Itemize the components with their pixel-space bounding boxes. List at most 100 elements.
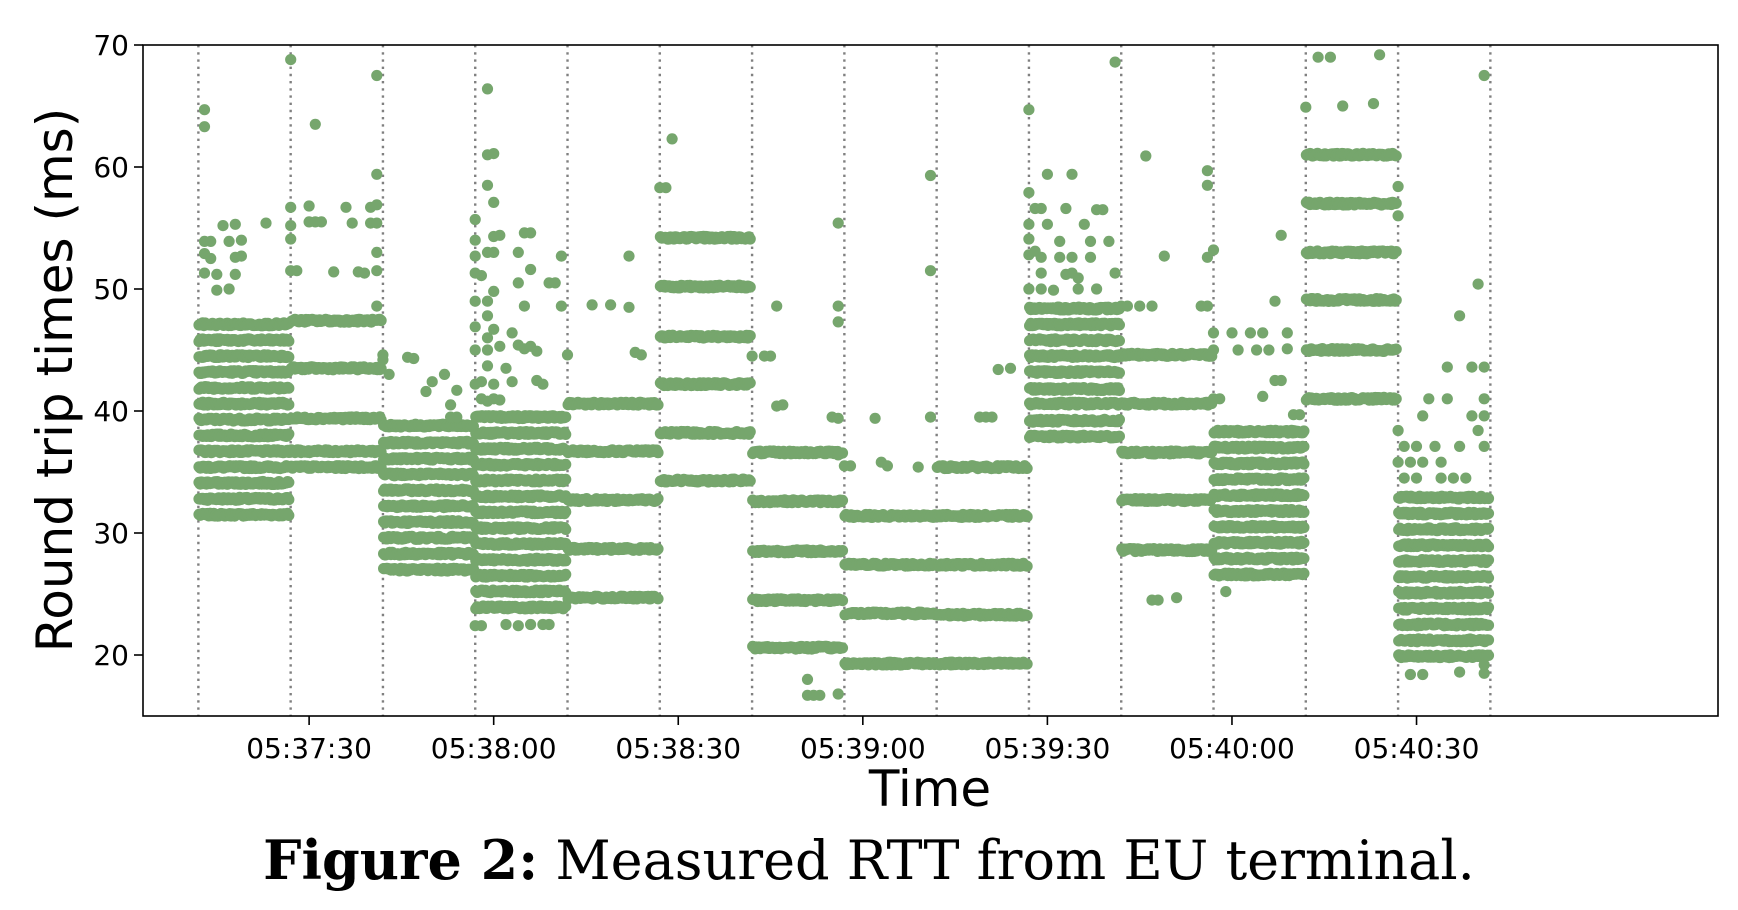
outlier-s3-20 [488, 285, 500, 297]
point-s4-l0 [652, 593, 664, 605]
outlier-s3-14 [488, 196, 500, 208]
outlier-s3-27 [500, 362, 512, 374]
outlier-s3-5 [469, 321, 481, 333]
outlier-s3-23 [481, 344, 494, 356]
point-s5-l2 [744, 377, 756, 389]
outlier-s3-57 [543, 618, 555, 631]
outlier-s3-24 [494, 340, 506, 352]
outlier-s3-36 [506, 327, 518, 339]
outlier-s3-53 [500, 618, 512, 631]
outlier-s0-6 [211, 268, 223, 280]
outlier-s1-13 [346, 217, 358, 229]
outlier-s3-29 [506, 376, 518, 388]
outlier-s3-10 [481, 83, 494, 95]
point-s3-l2 [560, 568, 572, 581]
outlier-s3-41 [518, 300, 531, 312]
outlier-s2-6 [426, 376, 438, 388]
outlier-s0-16 [235, 250, 247, 262]
outlier-s3-26 [475, 376, 487, 388]
outlier-s4-3 [623, 301, 635, 313]
outlier-s6-16 [832, 316, 844, 328]
outlier-s3-8 [475, 270, 487, 282]
outlier-s3-44 [531, 345, 543, 357]
point-s8-l0 [1021, 658, 1033, 670]
point-s6-l0 [836, 642, 849, 654]
outlier-s1-10 [309, 118, 321, 130]
outlier-s1-6 [303, 200, 315, 212]
outlier-s3-1 [469, 234, 481, 246]
outlier-s3-19 [481, 310, 494, 322]
outlier-s0-0 [198, 104, 211, 116]
outlier-s3-46 [537, 378, 549, 390]
point-s8-l3 [1021, 511, 1033, 523]
point-s5-l3 [744, 330, 756, 342]
outlier-s6-13 [832, 449, 844, 461]
outlier-s6-14 [832, 217, 844, 229]
point-s5-l1 [744, 426, 756, 438]
outlier-s6-6 [801, 673, 814, 686]
outlier-s6-10 [832, 688, 844, 700]
outlier-s6-2 [764, 350, 777, 362]
point-s3-l9 [560, 458, 572, 470]
point-s0-l0 [283, 509, 295, 521]
point-s3-l11 [560, 428, 572, 440]
outlier-s2-9 [451, 384, 463, 396]
outlier-s7-4 [881, 460, 894, 472]
point-s0-l11 [283, 335, 295, 347]
outlier-s1-20 [371, 199, 383, 211]
outlier-s3-40 [525, 263, 537, 276]
outlier-s0-1 [198, 121, 211, 133]
outlier-s3-4 [469, 295, 481, 307]
point-s3-l12 [560, 411, 572, 423]
outlier-s6-4 [777, 399, 789, 411]
outlier-s3-49 [555, 250, 568, 262]
outlier-s4-0 [561, 349, 574, 361]
outlier-s5-1 [660, 182, 672, 194]
outlier-s3-50 [555, 300, 568, 312]
outlier-s7-7 [924, 265, 937, 277]
point-s8-l2 [1021, 560, 1033, 572]
point-s3-l3 [560, 555, 572, 567]
data-points [193, 49, 1495, 701]
outlier-s1-9 [315, 216, 327, 228]
point-s0-l8 [283, 382, 295, 394]
point-s5-l4 [744, 281, 756, 293]
outlier-s1-1 [285, 201, 297, 213]
point-s4-l2 [652, 493, 664, 505]
outlier-s2-11 [451, 411, 463, 423]
outlier-s5-2 [666, 133, 678, 145]
outlier-s3-13 [488, 148, 500, 160]
outlier-s7-5 [912, 461, 924, 473]
outlier-s1-21 [371, 217, 383, 229]
outlier-s1-3 [285, 233, 297, 245]
point-s0-l1 [283, 494, 295, 506]
outlier-s3-17 [481, 246, 494, 258]
point-s5-l0 [744, 475, 756, 487]
outlier-s3-52 [475, 620, 487, 632]
point-s4-l1 [652, 543, 664, 555]
outlier-s0-7 [198, 267, 211, 279]
point-s8-l1 [1021, 610, 1033, 622]
point-s1-l4 [375, 314, 387, 327]
point-s0-l10 [283, 351, 295, 363]
outlier-s3-33 [494, 394, 506, 406]
outlier-s3-22 [481, 332, 494, 344]
outlier-s0-9 [223, 283, 235, 295]
outlier-s3-35 [512, 277, 524, 289]
outlier-s3-39 [525, 227, 537, 239]
outlier-s1-5 [291, 265, 303, 277]
point-s0-l5 [283, 428, 295, 440]
point-s6-l2 [836, 545, 849, 557]
outlier-s1-19 [371, 168, 383, 180]
outlier-s0-17 [260, 217, 272, 229]
outlier-s3-34 [512, 246, 524, 258]
outlier-s1-22 [371, 246, 383, 258]
outlier-s2-8 [445, 399, 457, 411]
outlier-s7-8 [924, 411, 937, 423]
outlier-s6-15 [832, 300, 844, 312]
outlier-s0-12 [223, 235, 235, 247]
outlier-s2-4 [408, 352, 420, 365]
outlier-s0-11 [229, 218, 241, 230]
outlier-s4-4 [623, 250, 635, 262]
outlier-s1-2 [285, 220, 297, 232]
